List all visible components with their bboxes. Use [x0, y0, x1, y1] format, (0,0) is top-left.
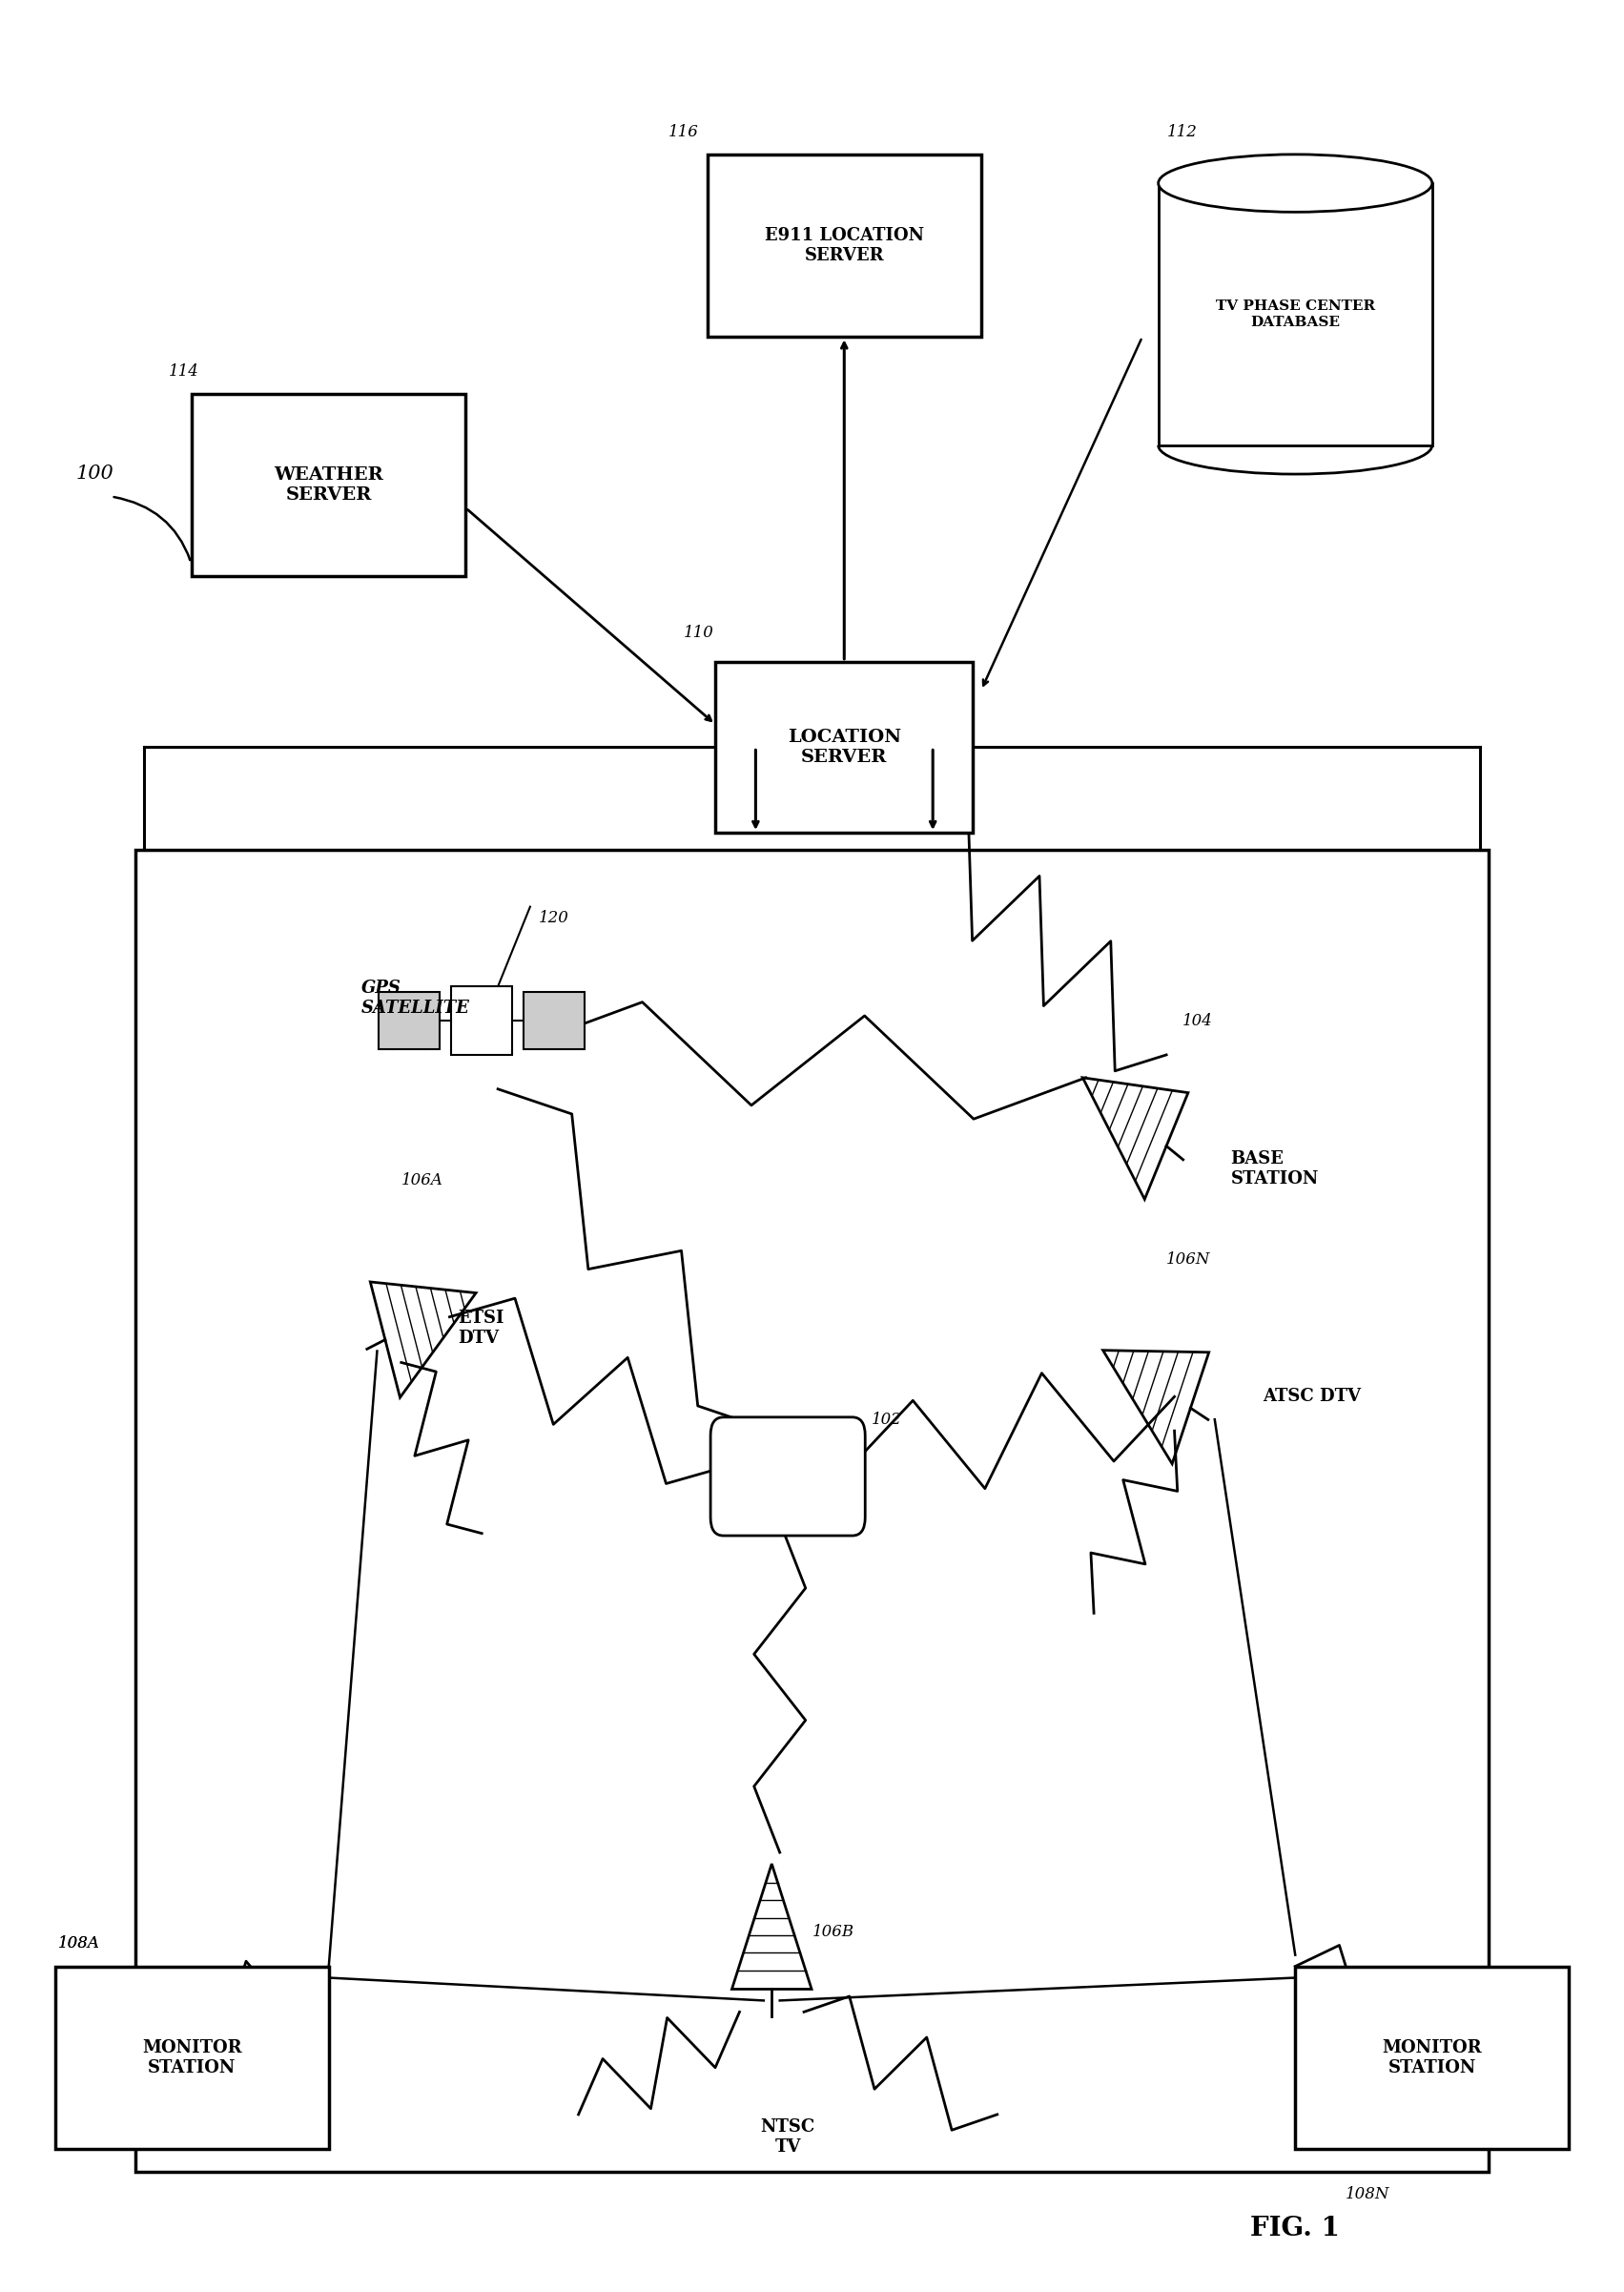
FancyBboxPatch shape	[711, 1416, 866, 1536]
Text: 112: 112	[1168, 124, 1197, 140]
Text: MONITOR
STATION: MONITOR STATION	[1382, 2040, 1483, 2077]
Bar	[192, 394, 466, 575]
Text: BASE
STATION: BASE STATION	[1231, 1151, 1319, 1187]
Text: 108N: 108N	[1346, 2187, 1390, 2203]
Text: 120: 120	[538, 910, 568, 926]
Text: NTSC
TV: NTSC TV	[760, 2118, 815, 2157]
Bar	[523, 992, 585, 1050]
Text: ETSI
DTV: ETSI DTV	[458, 1309, 503, 1348]
Text: ATSC DTV: ATSC DTV	[1263, 1389, 1361, 1405]
Text: MONITOR
STATION: MONITOR STATION	[141, 2040, 242, 2077]
Text: 106A: 106A	[401, 1171, 443, 1187]
Text: WEATHER
SERVER: WEATHER SERVER	[274, 468, 383, 504]
Text: 102: 102	[872, 1412, 901, 1428]
Text: 106N: 106N	[1166, 1251, 1210, 1267]
Text: FIG. 1: FIG. 1	[1250, 2216, 1340, 2242]
Text: 116: 116	[667, 124, 698, 140]
Text: 104: 104	[1182, 1013, 1213, 1029]
Text: 108A: 108A	[58, 1934, 101, 1953]
FancyArrowPatch shape	[114, 497, 190, 559]
Bar	[55, 1967, 328, 2148]
Bar	[1296, 1967, 1569, 2148]
Ellipse shape	[1158, 154, 1432, 213]
Text: 110: 110	[684, 626, 715, 642]
Bar	[708, 156, 981, 337]
Bar	[135, 850, 1489, 2171]
Text: 108A: 108A	[58, 1934, 101, 1953]
Text: 106B: 106B	[812, 1923, 854, 1941]
Text: 100: 100	[76, 465, 114, 484]
Text: E911 LOCATION
SERVER: E911 LOCATION SERVER	[765, 227, 924, 264]
Bar	[715, 662, 973, 832]
Bar	[451, 986, 513, 1054]
Text: TV PHASE CENTER
DATABASE: TV PHASE CENTER DATABASE	[1215, 300, 1376, 328]
Bar	[1158, 183, 1432, 445]
Text: LOCATION
SERVER: LOCATION SERVER	[788, 729, 901, 766]
Text: GPS
SATELLITE: GPS SATELLITE	[361, 979, 469, 1015]
Text: 114: 114	[169, 362, 200, 380]
Bar	[378, 992, 440, 1050]
